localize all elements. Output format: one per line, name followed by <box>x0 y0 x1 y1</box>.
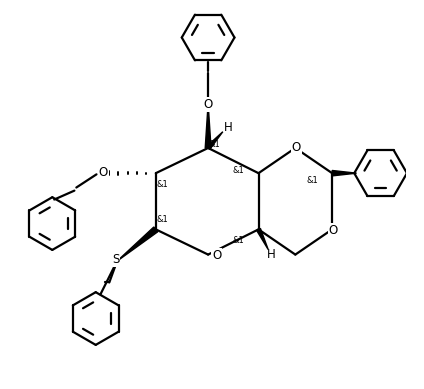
Text: O: O <box>212 249 221 262</box>
Text: &1: &1 <box>157 215 169 224</box>
Text: H: H <box>224 121 233 134</box>
Polygon shape <box>332 170 357 176</box>
Text: &1: &1 <box>232 166 244 175</box>
Text: O: O <box>99 165 108 179</box>
Text: &1: &1 <box>157 180 169 189</box>
Polygon shape <box>206 132 223 149</box>
Polygon shape <box>257 228 268 249</box>
Text: O: O <box>329 224 338 237</box>
Polygon shape <box>205 103 211 148</box>
Text: O: O <box>292 141 301 154</box>
Polygon shape <box>117 227 158 261</box>
Text: O: O <box>204 98 213 111</box>
Text: &1: &1 <box>208 140 220 149</box>
Text: S: S <box>112 253 120 266</box>
Text: &1: &1 <box>232 236 244 245</box>
Text: H: H <box>267 249 276 261</box>
Text: &1: &1 <box>307 177 319 186</box>
